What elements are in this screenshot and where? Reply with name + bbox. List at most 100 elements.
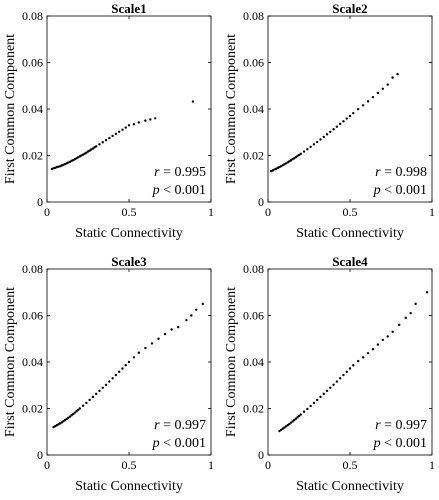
data-point: [108, 136, 111, 140]
data-point: [366, 351, 370, 355]
data-point: [81, 404, 85, 407]
r-value: = 0.998: [381, 165, 427, 180]
data-point: [114, 373, 118, 377]
x-tick-label: 0.5: [343, 458, 358, 472]
data-point: [191, 100, 195, 103]
r-symbol: r: [375, 418, 381, 433]
data-point: [75, 410, 78, 413]
data-point: [398, 323, 401, 326]
data-point: [108, 380, 111, 383]
data-point: [149, 118, 152, 121]
data-point: [299, 413, 302, 416]
data-point: [72, 412, 75, 416]
p-value: < 0.001: [381, 436, 427, 451]
data-point: [338, 122, 342, 126]
data-point: [98, 143, 101, 146]
x-tick-label: 1: [208, 205, 214, 219]
data-point: [325, 389, 329, 393]
data-point: [329, 386, 332, 390]
data-point: [111, 134, 114, 138]
chart-title: Scale2: [332, 1, 367, 16]
y-tick-label: 0.02: [243, 402, 264, 416]
data-point: [391, 330, 394, 333]
data-point: [132, 356, 136, 359]
data-point: [154, 117, 157, 120]
data-point: [98, 389, 101, 393]
y-tick-label: 0.06: [22, 309, 43, 323]
data-point: [114, 132, 118, 136]
data-point: [121, 367, 124, 370]
data-point: [121, 128, 124, 131]
data-point: [381, 87, 384, 90]
data-point: [404, 316, 407, 320]
p-value: < 0.001: [160, 436, 206, 451]
data-point: [95, 145, 98, 148]
data-point: [76, 408, 80, 412]
data-point: [104, 138, 108, 142]
data-point: [357, 359, 360, 363]
y-tick-label: 0.04: [243, 102, 264, 116]
y-tick-label: 0.04: [22, 355, 43, 369]
panel-2: 0 0.5 1 0 0.02 0.04 0.06 0.08 Scale2 Static Conne…: [224, 1, 435, 241]
x-axis-label: Static Connectivity: [75, 226, 183, 241]
data-point: [73, 411, 77, 414]
data-point: [302, 410, 306, 413]
x-tick-label: 0: [44, 458, 50, 472]
data-points: [270, 72, 399, 173]
data-point: [332, 383, 335, 386]
data-point: [127, 124, 131, 127]
data-point: [345, 370, 348, 373]
data-point: [297, 414, 301, 418]
x-tick-label: 0: [265, 205, 271, 219]
y-tick-label: 0: [258, 448, 264, 462]
data-point: [352, 111, 355, 115]
data-point: [144, 346, 147, 350]
x-tick-label: 1: [429, 205, 435, 219]
data-point: [124, 126, 127, 129]
data-point: [294, 417, 298, 420]
data-points: [50, 100, 195, 171]
x-tick-label: 0: [44, 205, 50, 219]
data-point: [319, 138, 322, 141]
data-point: [201, 302, 204, 306]
x-axis-label: Static Connectivity: [75, 479, 183, 494]
r-value: = 0.997: [160, 418, 206, 433]
data-point: [376, 91, 380, 95]
data-point: [316, 140, 319, 144]
chart-title: Scale1: [111, 1, 146, 16]
y-tick-label: 0.08: [22, 9, 43, 23]
data-point: [322, 135, 325, 139]
data-point: [117, 370, 121, 373]
data-point: [342, 373, 345, 377]
data-point: [85, 401, 88, 405]
data-point: [371, 348, 375, 351]
y-tick-label: 0: [37, 195, 43, 209]
chart-title: Scale4: [332, 254, 368, 269]
data-point: [396, 72, 399, 76]
y-tick-label: 0: [37, 448, 43, 462]
p-symbol: p: [373, 436, 381, 451]
r-value-annotation: r = 0.997: [154, 418, 206, 433]
data-point: [335, 380, 339, 383]
data-point: [352, 364, 355, 367]
data-point: [163, 332, 167, 336]
data-point: [381, 338, 384, 342]
y-tick-label: 0.02: [243, 149, 264, 163]
y-tick-label: 0.08: [243, 262, 264, 276]
r-symbol: r: [154, 418, 160, 433]
data-point: [299, 152, 302, 156]
data-point: [127, 360, 131, 364]
x-axis-label: Static Connectivity: [296, 226, 404, 241]
data-point: [144, 119, 147, 122]
data-point: [291, 420, 294, 423]
data-point: [414, 302, 417, 306]
chart-title: Scale3: [111, 254, 147, 269]
r-value: = 0.995: [160, 165, 206, 180]
y-tick-label: 0.04: [22, 102, 43, 116]
p-value: < 0.001: [381, 183, 427, 198]
x-axis-label: Static Connectivity: [296, 479, 404, 494]
data-point: [361, 356, 365, 359]
data-point: [345, 117, 348, 120]
p-symbol: p: [152, 436, 160, 451]
data-point: [293, 418, 296, 422]
